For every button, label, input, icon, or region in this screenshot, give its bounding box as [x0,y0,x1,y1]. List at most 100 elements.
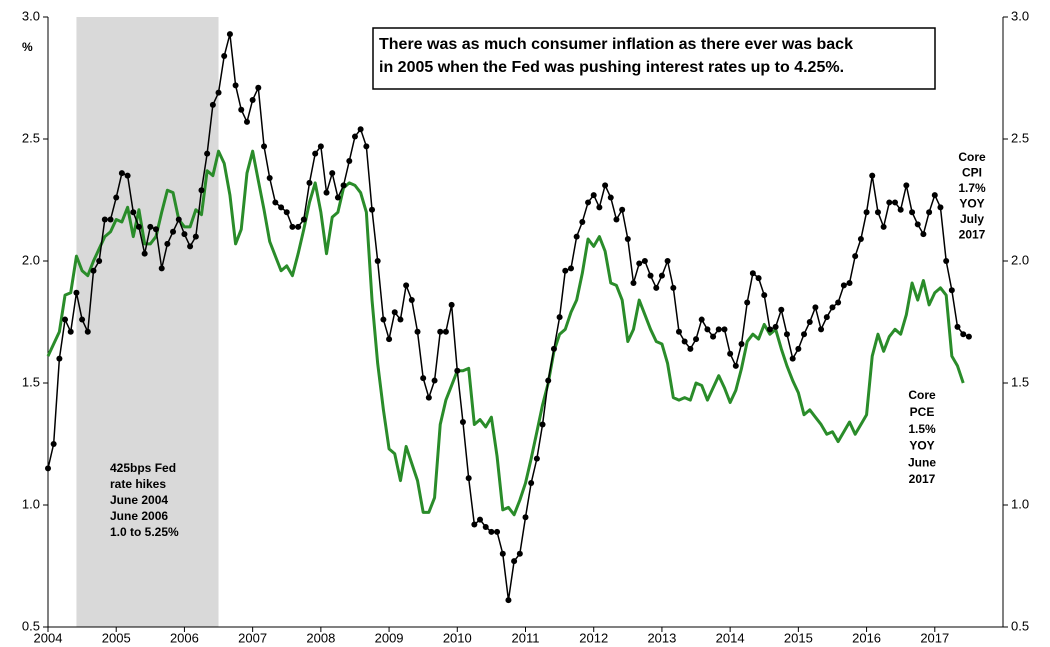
series-marker [403,282,410,289]
series-marker [73,289,80,296]
series-marker [147,223,154,230]
series-marker [613,216,620,223]
series-marker [687,345,694,352]
series-marker [749,270,756,277]
series-marker [357,126,364,133]
x-tick-label: 2009 [375,630,404,645]
chart-title: in 2005 when the Fed was pushing interes… [379,59,844,76]
series-marker [721,326,728,333]
y2-tick-label: 1.5 [1011,374,1029,389]
series-marker [926,209,933,216]
x-tick-label: 2014 [716,630,745,645]
series-marker [130,209,137,216]
series-marker [857,236,864,243]
series-marker [431,377,438,384]
series-marker [835,299,842,306]
y-tick-label: 3.0 [22,8,40,23]
series-marker [647,272,654,279]
series-marker [442,328,449,335]
series-marker [67,328,74,335]
series-marker [897,206,904,213]
series-marker [152,226,159,233]
series-marker [249,96,256,103]
series-marker [829,304,836,311]
series-marker [397,316,404,323]
series-marker [840,282,847,289]
series-marker [414,328,421,335]
series-marker [795,345,802,352]
series-marker [624,236,631,243]
series-marker [488,528,495,535]
y-tick-label: 2.5 [22,130,40,145]
series-marker [425,394,432,401]
x-tick-label: 2016 [852,630,881,645]
series-line [46,149,965,517]
chart-title: There was as much consumer inflation as … [379,36,853,53]
series-marker [408,297,415,304]
series-marker [823,314,830,321]
series-marker [261,143,268,150]
y2-tick-label: 0.5 [1011,618,1029,633]
series-marker [698,316,705,323]
series-marker [937,204,944,211]
series-marker [664,258,671,264]
series-marker [766,326,773,333]
series-marker [238,106,245,113]
shaded-band [76,17,219,627]
series-marker [704,326,711,333]
shaded-label: rate hikes [110,477,166,491]
x-tick-label: 2010 [443,630,472,645]
series-marker [761,292,768,299]
series-marker [755,275,762,282]
series-marker [948,287,955,294]
annotation: YOY [909,439,934,453]
series-marker [374,258,381,264]
series-marker [369,206,376,213]
series-marker [283,209,290,216]
series-marker [346,157,353,164]
series-marker [62,316,69,323]
series-marker [522,514,529,521]
series-marker [744,299,751,306]
series-marker [482,523,489,530]
series-marker [670,284,677,291]
series-marker [278,204,285,211]
series-marker [465,475,472,482]
series-marker [556,314,563,321]
series-marker [420,375,427,382]
series-marker [386,336,393,343]
series-marker [45,465,51,472]
y-tick-label: 0.5 [22,618,40,633]
series-marker [135,223,142,230]
y-tick-label: 1.5 [22,374,40,389]
series-marker [84,328,91,335]
series-marker [886,199,893,206]
series-marker [511,558,518,565]
annotation: Core [908,388,936,402]
series-marker [437,328,444,335]
series-marker [351,133,358,140]
series-marker [801,331,808,338]
series-marker [340,182,347,189]
series-marker [812,304,819,311]
series-marker [204,150,211,157]
series-marker [209,101,216,108]
x-tick-label: 2006 [170,630,199,645]
series-marker [306,179,313,186]
series-marker [653,284,660,291]
y-tick-label: 1.0 [22,496,40,511]
series-marker [715,326,722,333]
series-marker [232,82,239,89]
x-tick-label: 2007 [238,630,267,645]
series-marker [943,258,950,264]
x-tick-label: 2012 [579,630,608,645]
x-tick-label: 2004 [34,630,63,645]
series-marker [585,199,592,206]
series-marker [295,223,302,230]
series-marker [221,53,228,60]
series-marker [602,182,609,189]
series-marker [619,206,626,213]
title-box [372,27,936,90]
annotation: CPI [962,166,982,180]
series-marker [243,118,250,125]
